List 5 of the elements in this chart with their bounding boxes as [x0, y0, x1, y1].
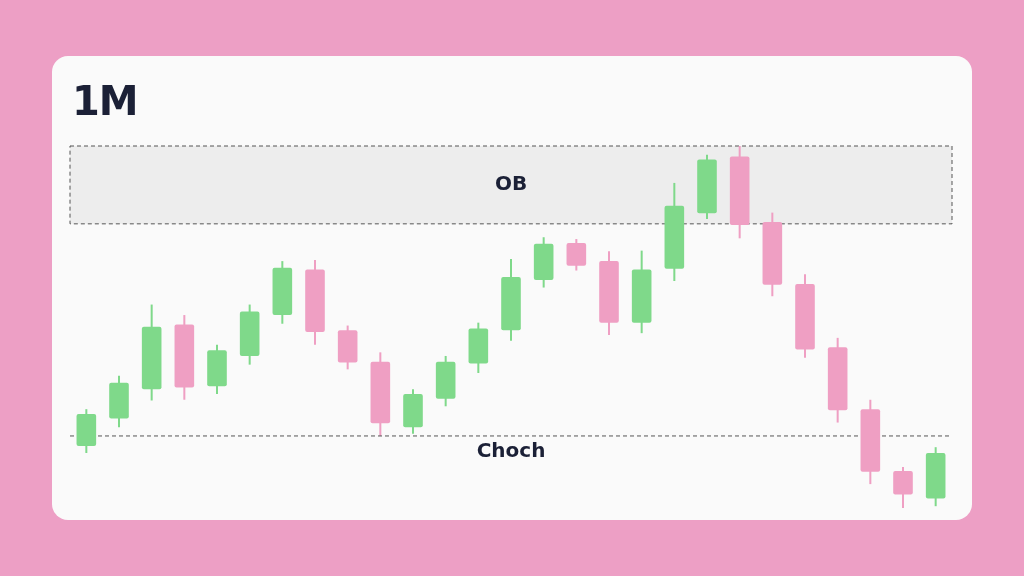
- candlestick: [566, 238, 587, 272]
- chart-title: 1M: [72, 78, 138, 124]
- band-label: OB: [494, 171, 528, 196]
- ref-line-label: Choch: [476, 438, 546, 463]
- candlestick: [893, 466, 913, 509]
